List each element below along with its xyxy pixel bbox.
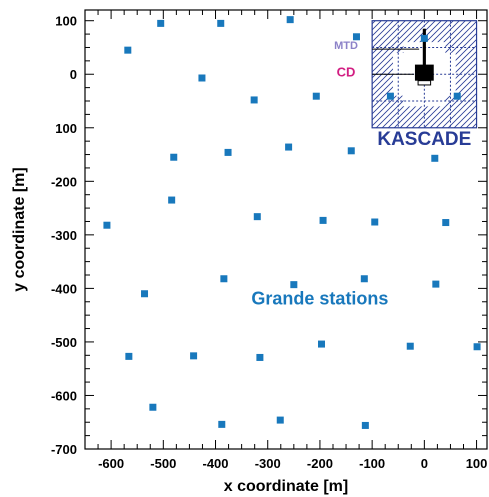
- grande-station-point: [319, 216, 327, 224]
- x-tick-label: -100: [359, 456, 385, 471]
- grande-station-point: [276, 416, 284, 424]
- central-detector-building: [372, 28, 434, 86]
- grande-station-point: [361, 421, 369, 429]
- muon-tracking-detector: [422, 28, 426, 67]
- grande-station-point: [286, 16, 294, 24]
- y-tick-label: -500: [51, 335, 77, 350]
- x-tick-label: -500: [150, 456, 176, 471]
- grande-station-point: [431, 154, 439, 162]
- x-tick-label: -300: [255, 456, 281, 471]
- central-detector-base: [417, 80, 432, 86]
- grande-station-point: [250, 96, 258, 104]
- kascade-station-point: [420, 34, 428, 42]
- x-tick-label: 100: [466, 456, 488, 471]
- grande-station-point: [285, 143, 293, 151]
- grande-station-point: [218, 420, 226, 428]
- grande-station-point: [473, 343, 481, 351]
- x-tick-label: 0: [421, 456, 428, 471]
- y-axis-title: y coordinate [m]: [11, 167, 28, 291]
- x-tick-label: -400: [203, 456, 229, 471]
- grande-station-point: [442, 219, 450, 227]
- kascade-station-point: [453, 92, 461, 100]
- x-axis-title: x coordinate [m]: [224, 478, 348, 495]
- grande-stations-label: Grande stations: [251, 288, 388, 308]
- x-tick-label: -600: [98, 456, 124, 471]
- grande-station-point: [198, 74, 206, 82]
- grande-station-point: [432, 280, 440, 288]
- grande-station-point: [360, 275, 368, 283]
- grande-station-point: [371, 218, 379, 226]
- grande-station-point: [190, 352, 198, 360]
- x-axis-ticks: -600 -500 -400 -300 -200 -100 0 100: [84, 10, 488, 471]
- grande-station-point: [217, 19, 225, 27]
- cd-label: CD: [337, 64, 356, 79]
- grande-station-point: [168, 196, 176, 204]
- grande-station-point: [406, 342, 414, 350]
- grande-station-point: [318, 340, 326, 348]
- grande-station-point: [312, 92, 320, 100]
- grande-station-point: [141, 290, 149, 298]
- grande-station-point: [103, 221, 111, 229]
- grande-station-point: [352, 33, 360, 41]
- y-tick-label: -300: [51, 228, 77, 243]
- y-tick-label: 100: [55, 14, 77, 29]
- grande-station-point: [256, 353, 264, 361]
- grande-station-point: [170, 153, 178, 161]
- y-tick-label: -700: [51, 442, 77, 457]
- x-tick-label: -200: [307, 456, 333, 471]
- grande-station-point: [347, 147, 355, 155]
- y-tick-label: 0: [70, 67, 77, 82]
- y-tick-label: -200: [51, 174, 77, 189]
- central-detector: [414, 64, 434, 81]
- kascade-station-point: [386, 92, 394, 100]
- grande-station-point: [149, 403, 157, 411]
- grande-stations-series: [103, 16, 481, 429]
- grande-station-point: [125, 352, 133, 360]
- grande-station-point: [290, 281, 298, 289]
- grande-station-point: [124, 46, 132, 54]
- y-tick-label: 100: [55, 121, 77, 136]
- y-axis-ticks: 100 0 100 -200 -300 -400 -500 -600 -700: [51, 14, 487, 457]
- grande-station-point: [157, 19, 165, 27]
- grande-station-point: [224, 148, 232, 156]
- y-tick-label: -400: [51, 281, 77, 296]
- plot-area-frame: [84, 9, 488, 450]
- mtd-label: MTD: [334, 40, 358, 52]
- kascade-label: KASCADE: [377, 129, 471, 150]
- y-tick-label: -600: [51, 388, 77, 403]
- grande-station-point: [220, 275, 228, 283]
- grande-station-point: [253, 213, 261, 221]
